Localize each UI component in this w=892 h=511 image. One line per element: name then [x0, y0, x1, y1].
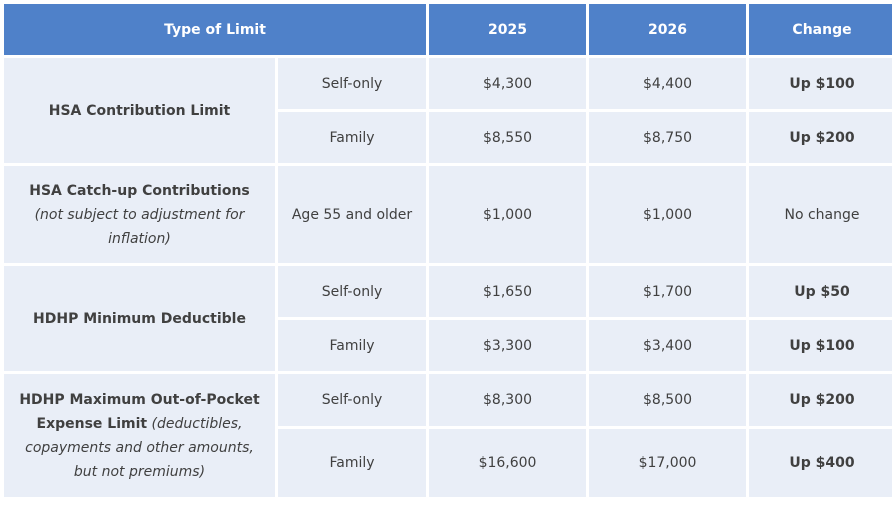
table-row: HDHP Minimum Deductible Self-only $1,650… [4, 266, 892, 371]
value-2025: $1,000 [429, 166, 587, 263]
coverage-label: Self-only [278, 266, 427, 317]
value-2025: $4,300 [429, 58, 587, 109]
coverage-label: Self-only [278, 374, 427, 426]
table-row: HSA Contribution Limit Self-only $4,300 … [4, 58, 892, 163]
value-2025: $8,550 [429, 112, 587, 163]
coverage-label: Family [278, 112, 427, 163]
value-2025: $8,300 [429, 374, 587, 426]
value-2026: $17,000 [589, 429, 747, 497]
value-2025: $16,600 [429, 429, 587, 497]
table-row: Family $16,600 $17,000 Up $400 [4, 429, 892, 497]
header-2026: 2026 [589, 4, 747, 55]
value-2026: $8,500 [589, 374, 747, 426]
hsa-limits-table: Type of Limit 2025 2026 Change HSA Contr… [1, 1, 892, 500]
table-row: HSA Catch-up Contributions (not subject … [4, 166, 892, 263]
row-title-note: (deductibles, copayments and other amoun… [25, 415, 254, 480]
row-title-note: (not subject to adjustment for inflation… [34, 206, 245, 247]
change-value: Up $200 [749, 374, 892, 426]
change-value: Up $100 [749, 58, 892, 109]
value-2026: $4,400 [589, 58, 747, 109]
header-row: Type of Limit 2025 2026 Change [4, 4, 892, 55]
header-2025: 2025 [429, 4, 587, 55]
table-row: Family $3,300 $3,400 Up $100 [4, 320, 892, 371]
row-title-hsa-contribution: HSA Contribution Limit [4, 58, 275, 163]
change-value: No change [749, 166, 892, 263]
value-2026: $1,000 [589, 166, 747, 263]
value-2026: $1,700 [589, 266, 747, 317]
table-row: Family $8,550 $8,750 Up $200 [4, 112, 892, 163]
value-2026: $3,400 [589, 320, 747, 371]
row-title-hdhp-max-oop: HDHP Maximum Out-of-Pocket Expense Limit… [4, 374, 275, 497]
value-2026: $8,750 [589, 112, 747, 163]
change-value: Up $400 [749, 429, 892, 497]
row-title-text: HDHP Maximum Out-of-Pocket Expense Limit [19, 391, 260, 432]
coverage-label: Self-only [278, 58, 427, 109]
coverage-label: Family [278, 320, 427, 371]
header-change: Change [749, 4, 892, 55]
row-title-text: HSA Catch-up Contributions [29, 182, 250, 199]
change-value: Up $100 [749, 320, 892, 371]
row-title-hdhp-min-deductible: HDHP Minimum Deductible [4, 266, 275, 371]
header-type-of-limit: Type of Limit [4, 4, 427, 55]
change-value: Up $200 [749, 112, 892, 163]
change-value: Up $50 [749, 266, 892, 317]
row-title-hsa-catchup: HSA Catch-up Contributions (not subject … [4, 166, 275, 263]
coverage-label: Age 55 and older [278, 166, 427, 263]
table-row: HDHP Maximum Out-of-Pocket Expense Limit… [4, 374, 892, 497]
value-2025: $3,300 [429, 320, 587, 371]
value-2025: $1,650 [429, 266, 587, 317]
coverage-label: Family [278, 429, 427, 497]
